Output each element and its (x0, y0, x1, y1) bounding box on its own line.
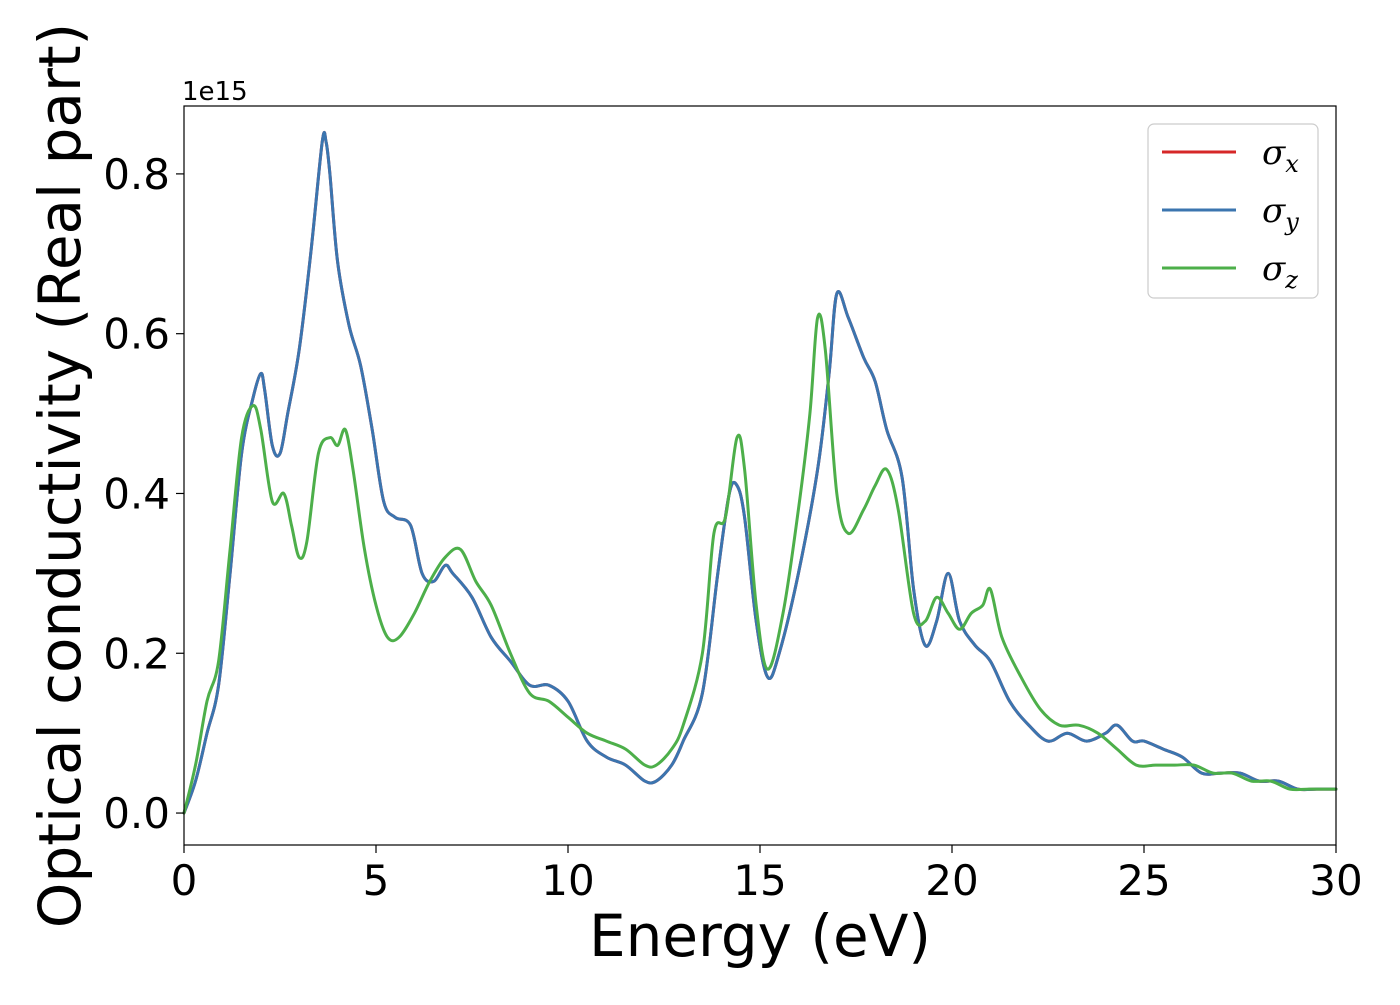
y-tick-label: 0.8 (103, 150, 170, 199)
legend-label-z: σz (1262, 249, 1298, 294)
y-axis-title: Optical conductivity (Real part) (26, 23, 94, 928)
y-axis-offset-text: 1e15 (182, 77, 248, 107)
series-lines (182, 130, 1338, 815)
x-tick-label: 5 (363, 856, 390, 905)
y-tick-label: 0.4 (103, 469, 170, 518)
x-axis-title: Energy (eV) (589, 902, 931, 970)
x-tick-label: 30 (1309, 856, 1362, 905)
x-tick-label: 15 (733, 856, 786, 905)
y-tick-label: 0.2 (103, 629, 170, 678)
x-axis-ticks: 0 5 10 15 20 25 30 (171, 845, 1363, 905)
legend-label-y: σy (1262, 191, 1299, 236)
x-tick-label: 20 (925, 856, 978, 905)
x-tick-label: 25 (1117, 856, 1170, 905)
y-tick-label: 0.0 (103, 789, 170, 838)
series-line-z (182, 312, 1338, 815)
y-axis-ticks: 0.0 0.2 0.4 0.6 0.8 (103, 150, 184, 838)
legend-label-x: σx (1262, 133, 1299, 178)
y-tick-label: 0.6 (103, 310, 170, 359)
x-tick-label: 10 (541, 856, 594, 905)
series-line-y (182, 130, 1338, 815)
x-tick-label: 0 (171, 856, 198, 905)
legend: σx σy σz (1147, 123, 1319, 299)
